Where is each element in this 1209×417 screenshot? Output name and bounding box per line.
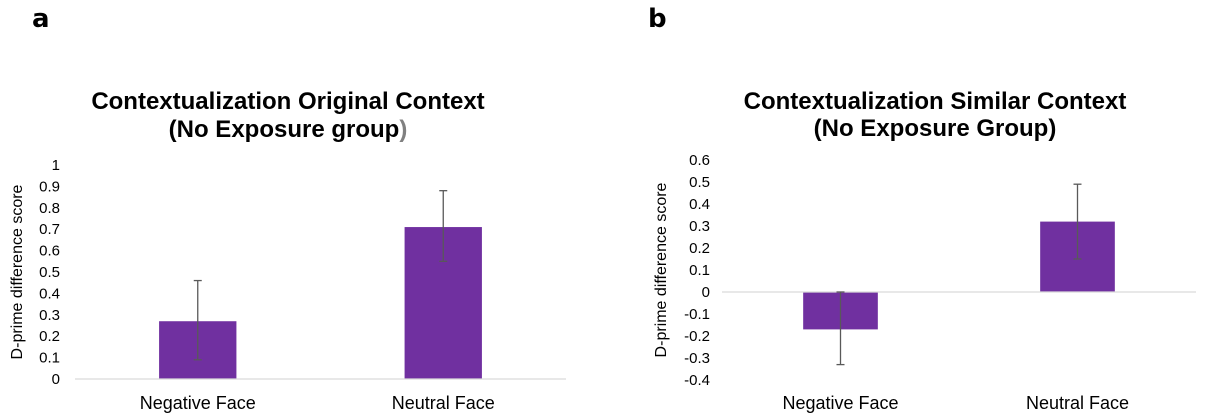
- y-tick-label: 0.6: [689, 152, 710, 169]
- panel-b: b Contextualization Similar Context (No E…: [600, 0, 1209, 417]
- chart-title-line: (No Exposure group): [169, 116, 408, 143]
- y-tick-label: 0.5: [39, 264, 60, 281]
- y-tick-label: 0.5: [689, 174, 710, 191]
- y-tick-label: 0.1: [689, 262, 710, 279]
- y-tick-label: 0.1: [39, 350, 60, 367]
- chart-title-line: (No Exposure Group): [814, 115, 1057, 142]
- chart-similar-context: Contextualization Similar Context(No Exp…: [653, 88, 1196, 413]
- y-tick-label: 0.7: [39, 221, 60, 238]
- y-tick-label: -0.4: [684, 372, 710, 389]
- y-tick-label: 0.4: [39, 285, 60, 302]
- y-tick-label: 0.3: [39, 307, 60, 324]
- chart-title-paren: ): [399, 116, 407, 143]
- y-tick-label: 0: [52, 371, 60, 388]
- y-tick-label: 0: [702, 284, 710, 301]
- y-tick-label: 0.9: [39, 178, 60, 195]
- y-tick-label: 0.2: [689, 240, 710, 257]
- panel-a: a Contextualization Original Context (No …: [0, 0, 600, 417]
- chart-title-line: Contextualization Similar Context: [744, 88, 1127, 115]
- category-label: Neutral Face: [1026, 393, 1129, 413]
- y-tick-label: 0.3: [689, 218, 710, 235]
- category-label: Neutral Face: [392, 393, 495, 413]
- y-tick-label: 0.4: [689, 196, 710, 213]
- category-label: Negative Face: [782, 393, 898, 413]
- y-tick-label: 1: [52, 157, 60, 174]
- y-tick-label: 0.2: [39, 328, 60, 345]
- panel-letter: a: [32, 4, 50, 34]
- chart-title-line: Contextualization Original Context: [91, 88, 484, 115]
- category-label: Negative Face: [140, 393, 256, 413]
- y-tick-label: -0.2: [684, 328, 710, 345]
- y-tick-label: 0.8: [39, 200, 60, 217]
- y-axis-title: D-prime difference score: [9, 184, 26, 359]
- panel-letter: b: [648, 4, 667, 34]
- y-axis-title: D-prime difference score: [653, 182, 670, 357]
- chart-original-context: Contextualization Original Context(No Ex…: [9, 88, 566, 413]
- chart-title-text: (No Exposure group: [169, 116, 400, 143]
- y-tick-label: 0.6: [39, 243, 60, 260]
- y-tick-label: -0.1: [684, 306, 710, 323]
- y-tick-label: -0.3: [684, 350, 710, 367]
